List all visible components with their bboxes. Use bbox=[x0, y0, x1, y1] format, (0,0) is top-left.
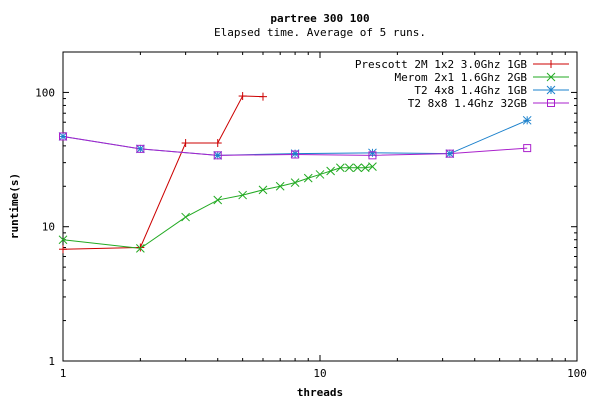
legend-label-4: T2 8x8 1.4Ghz 32GB bbox=[408, 97, 528, 110]
marker-stroke bbox=[238, 190, 247, 200]
marker-stroke bbox=[258, 185, 268, 195]
marker-stroke bbox=[368, 148, 377, 158]
marker-stroke bbox=[335, 163, 345, 173]
data-point bbox=[344, 163, 354, 173]
data-point bbox=[258, 92, 267, 101]
data-point bbox=[368, 148, 377, 158]
marker-stroke bbox=[136, 144, 145, 154]
data-point bbox=[136, 243, 145, 252]
marker-box bbox=[59, 132, 67, 141]
data-point bbox=[213, 139, 222, 148]
chart-subtitle: Elapsed time. Average of 5 runs. bbox=[214, 26, 426, 39]
y-tick-label: 100 bbox=[35, 86, 55, 99]
marker-box bbox=[523, 144, 532, 153]
data-point bbox=[335, 163, 345, 173]
marker-stroke bbox=[546, 85, 556, 95]
data-point bbox=[59, 245, 67, 254]
data-point bbox=[326, 166, 335, 176]
marker-box bbox=[136, 144, 145, 153]
x-tick-label: 100 bbox=[567, 367, 587, 380]
legend-label-1: Prescott 2M 1x2 3.0Ghz 1GB bbox=[355, 58, 528, 71]
data-point bbox=[181, 139, 190, 148]
marker-stroke bbox=[360, 163, 370, 173]
data-point bbox=[522, 115, 532, 125]
data-point bbox=[353, 163, 362, 173]
x-tick-label: 10 bbox=[313, 367, 326, 380]
marker-stroke bbox=[290, 178, 300, 187]
data-point bbox=[315, 170, 325, 179]
data-point bbox=[136, 243, 145, 253]
marker-box bbox=[368, 151, 377, 160]
data-point bbox=[445, 149, 455, 159]
marker-stroke bbox=[136, 243, 145, 253]
y-tick-label: 10 bbox=[42, 221, 55, 234]
series-line-1 bbox=[62, 95, 263, 250]
data-point bbox=[368, 151, 377, 160]
x-axis-label: threads bbox=[297, 386, 343, 399]
marker-stroke bbox=[58, 235, 68, 245]
marker-box bbox=[213, 151, 222, 160]
data-point bbox=[523, 144, 532, 153]
data-point bbox=[58, 132, 68, 141]
marker-stroke bbox=[315, 170, 325, 179]
marker-stroke bbox=[344, 163, 354, 173]
legend-label-3: T2 4x8 1.4Ghz 1GB bbox=[414, 84, 527, 97]
marker-stroke bbox=[353, 163, 362, 173]
series-line-2 bbox=[62, 166, 373, 249]
marker-stroke bbox=[213, 195, 223, 205]
chart-title: partree 300 100 bbox=[270, 12, 369, 25]
marker-stroke bbox=[275, 181, 285, 191]
series-markers bbox=[58, 92, 532, 254]
marker-stroke bbox=[213, 150, 223, 160]
marker-stroke bbox=[58, 132, 68, 141]
data-point bbox=[213, 195, 223, 205]
data-point bbox=[368, 162, 377, 172]
data-point bbox=[238, 190, 247, 200]
data-point bbox=[258, 185, 268, 195]
data-point bbox=[290, 178, 300, 187]
marker-box bbox=[445, 149, 454, 158]
y-tick-label: 1 bbox=[48, 355, 55, 368]
marker-stroke bbox=[445, 149, 455, 159]
data-point bbox=[547, 99, 555, 107]
marker-stroke bbox=[326, 166, 335, 176]
marker-box bbox=[291, 150, 300, 159]
data-point bbox=[136, 144, 145, 153]
marker-stroke bbox=[546, 72, 556, 82]
data-point bbox=[213, 151, 222, 160]
x-tick-label: 1 bbox=[60, 367, 67, 380]
y-axis-label: runtime(s) bbox=[8, 173, 21, 239]
marker-stroke bbox=[368, 162, 377, 172]
data-point bbox=[58, 235, 68, 245]
data-point bbox=[238, 92, 247, 101]
data-point bbox=[181, 212, 190, 222]
data-point bbox=[547, 60, 555, 68]
data-point bbox=[303, 173, 313, 183]
marker-stroke bbox=[181, 212, 190, 222]
data-point bbox=[445, 149, 454, 158]
data-point bbox=[291, 150, 300, 159]
legend-label-2: Merom 2x1 1.6Ghz 2GB bbox=[395, 71, 528, 84]
data-point bbox=[213, 150, 223, 160]
marker-stroke bbox=[303, 173, 313, 183]
axis-ticks: 1 10 100 1 10 100 bbox=[35, 51, 587, 380]
data-point bbox=[136, 144, 145, 154]
marker-stroke bbox=[522, 115, 532, 125]
data-point bbox=[546, 72, 556, 82]
data-point bbox=[59, 132, 67, 141]
data-point bbox=[546, 85, 556, 95]
data-point bbox=[275, 181, 285, 191]
data-point bbox=[360, 163, 370, 173]
marker-box bbox=[547, 99, 555, 107]
series-lines bbox=[62, 95, 528, 250]
